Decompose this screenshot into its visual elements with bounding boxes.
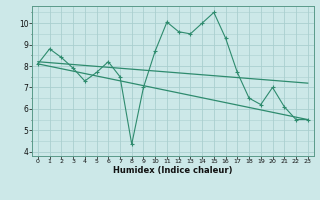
X-axis label: Humidex (Indice chaleur): Humidex (Indice chaleur) bbox=[113, 166, 233, 175]
